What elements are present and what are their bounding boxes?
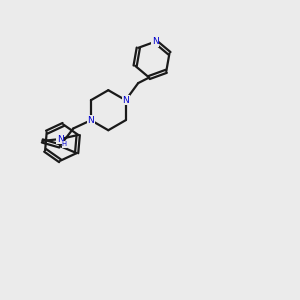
Text: H: H bbox=[62, 141, 67, 147]
Text: N: N bbox=[57, 134, 64, 143]
Text: N: N bbox=[88, 116, 94, 125]
Text: N: N bbox=[122, 96, 129, 105]
Text: N: N bbox=[152, 37, 159, 46]
